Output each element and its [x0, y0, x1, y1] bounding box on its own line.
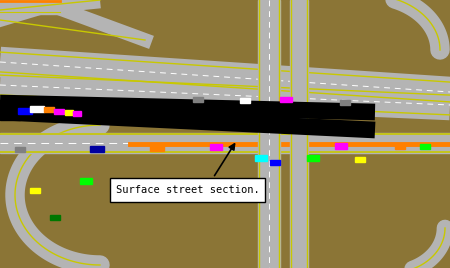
Bar [420, 144, 430, 149]
Bar [280, 97, 292, 102]
Bar [255, 155, 267, 161]
Bar [150, 145, 164, 151]
Bar [30, 106, 44, 112]
Bar [73, 111, 81, 116]
Bar [395, 144, 405, 149]
Bar [44, 107, 54, 112]
Bar [290, 0, 308, 268]
Bar [54, 109, 64, 114]
Bar [355, 157, 365, 162]
Bar [15, 147, 25, 152]
Bar [18, 108, 32, 114]
Bar [90, 146, 104, 152]
Bar [240, 98, 250, 103]
Text: Surface street section.: Surface street section. [116, 185, 259, 195]
Bar [0, 0, 60, 14]
Bar [0, 100, 20, 120]
Bar [0, 133, 450, 153]
Bar [50, 215, 60, 220]
Bar [30, 188, 40, 193]
Bar [65, 110, 73, 115]
Bar [193, 97, 203, 102]
Bar [258, 0, 280, 268]
Bar [307, 155, 319, 161]
Bar [270, 160, 280, 165]
Bar [110, 178, 265, 202]
Bar [210, 144, 222, 150]
Bar [80, 178, 92, 184]
Bar [335, 143, 347, 149]
Bar [340, 100, 350, 105]
